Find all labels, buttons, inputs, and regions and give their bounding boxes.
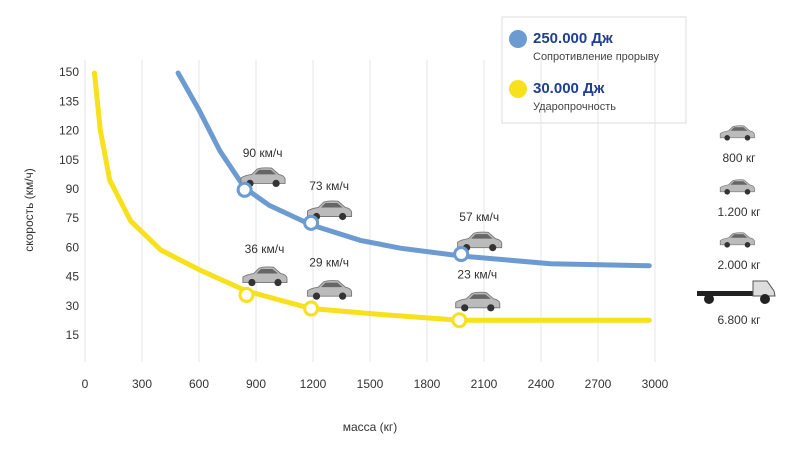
car-window [471,234,493,239]
car-wheel [744,135,751,141]
y-tick-label: 75 [66,211,80,225]
car-window [256,269,278,274]
x-tick-label: 600 [189,377,209,391]
x-tick-label: 3000 [642,377,669,391]
vehicle-label: 800 кг [723,151,757,165]
car-body [719,125,755,139]
y-tick-label: 105 [59,153,79,167]
car-wheel [248,278,256,287]
data-label: 36 км/ч [245,242,285,256]
car-wheel [487,304,495,312]
legend-label: 250.000 Дж [533,30,613,47]
truck-bed [697,291,753,296]
car-body [242,266,288,283]
truck-wheel [760,294,770,304]
vehicle-label: 2.000 кг [718,258,762,272]
car-wheel [272,179,280,187]
car-wheel [744,189,751,195]
car-wheel [744,242,751,248]
car-wheel [489,244,497,252]
car-window [730,234,748,238]
car-body [455,291,501,309]
car-window [254,169,277,175]
x-tick-label: 2700 [585,377,612,391]
car-window [469,294,491,299]
data-label: 29 км/ч [309,256,349,270]
car-icon [719,125,755,141]
point-marker [303,214,320,231]
legend-label: 30.000 Дж [533,80,605,97]
car-body [240,167,286,184]
car-icon [307,280,353,300]
y-tick-label: 15 [66,328,80,342]
x-tick-label: 1800 [414,377,441,391]
y-tick-label: 90 [66,182,80,196]
data-label: 90 км/ч [243,146,283,160]
x-tick-label: 2400 [528,377,555,391]
x-tick-label: 0 [82,377,89,391]
car-body [307,200,353,217]
point-marker [451,312,468,329]
y-tick-label: 120 [59,124,79,138]
point-marker [303,300,320,317]
car-icon [455,291,501,312]
car-wheel [724,135,730,141]
series-line [92,70,652,323]
x-tick-label: 2100 [471,377,498,391]
car-icon [719,179,755,195]
x-tick-label: 1200 [300,377,327,391]
y-tick-label: 45 [66,270,80,284]
point-marker [238,286,255,303]
car-window [730,127,748,131]
car-icon [242,266,288,287]
car-wheel [724,189,730,195]
car-window [730,181,748,185]
car-wheel [339,212,347,221]
y-axis-title: скорость (км/ч) [22,168,36,252]
car-icon [457,231,503,252]
data-label: 57 км/ч [459,210,499,224]
x-axis-title: масса (кг) [343,420,398,434]
x-tick-label: 900 [246,377,266,391]
car-body [719,232,755,246]
y-tick-label: 150 [59,65,79,79]
legend-swatch [509,80,527,98]
truck-icon [697,280,776,304]
car-wheel [312,292,321,300]
data-label: 23 км/ч [457,267,497,281]
car-wheel [461,304,469,312]
y-tick-label: 60 [66,240,80,254]
car-wheel [339,292,347,300]
car-body [719,179,755,193]
car-body [307,280,353,297]
vehicle-label: 6.800 кг [718,313,762,327]
car-window [321,282,343,288]
car-body [457,231,503,249]
legend-description: Сопротивление прорыву [533,51,660,63]
point-marker [236,181,253,198]
point-marker [453,246,470,263]
y-tick-label: 135 [59,94,79,108]
legend-swatch [509,30,527,48]
car-icon [719,232,755,248]
legend-description: Ударопрочность [533,101,616,113]
car-wheel [724,242,730,248]
y-tick-label: 30 [66,299,80,313]
data-label: 73 км/ч [309,179,349,193]
x-tick-label: 300 [132,377,152,391]
car-window [321,202,343,208]
x-tick-label: 1500 [357,377,384,391]
truck-wheel [704,294,714,304]
truck-cab [752,280,776,297]
car-wheel [274,278,282,287]
vehicle-label: 1.200 кг [718,205,762,219]
